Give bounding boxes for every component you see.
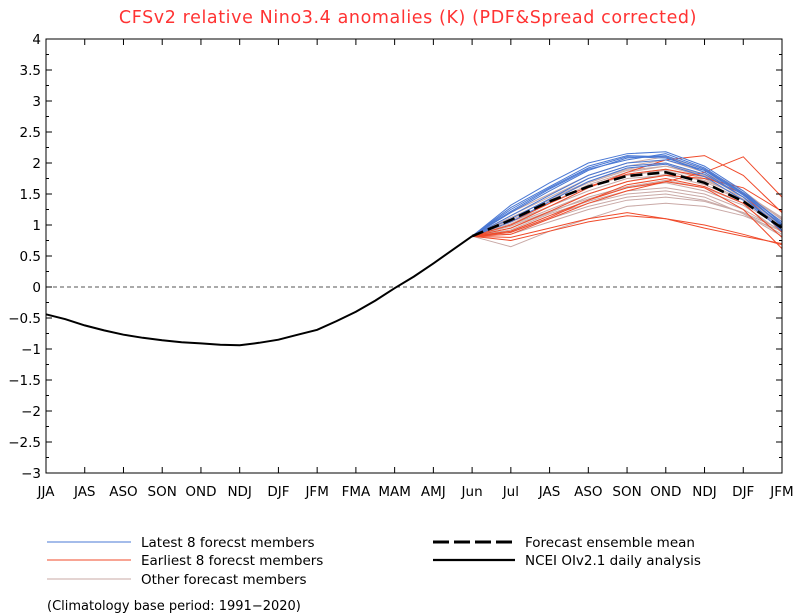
y-tick-label: 2.5 xyxy=(20,125,41,141)
x-tick-label: ASO xyxy=(109,484,137,500)
x-tick-label: JFM xyxy=(304,484,328,500)
y-tick-label: −2 xyxy=(21,404,41,420)
earliest-member-line-7 xyxy=(472,177,783,238)
legend-label-mean: Forecast ensemble mean xyxy=(525,535,695,551)
x-tick-label: OND xyxy=(185,484,216,500)
x-tick-label: DJF xyxy=(267,484,289,500)
y-tick-label: 3.5 xyxy=(20,63,41,79)
legend-label-latest: Latest 8 forecst members xyxy=(141,535,315,551)
latest-member-line-4 xyxy=(471,162,783,237)
y-tick-label: 0.5 xyxy=(20,249,41,265)
y-tick-label: −2.5 xyxy=(8,435,41,451)
legend-label-other: Other forecast members xyxy=(141,572,307,588)
x-tick-label: OND xyxy=(650,484,681,500)
other-member-line-15 xyxy=(472,196,783,237)
y-tick-label: 2 xyxy=(32,156,41,172)
earliest-member-line-4 xyxy=(472,215,783,246)
x-tick-label: NDJ xyxy=(227,484,251,500)
plot-area: 4 3.5 3 2.5 2 1.5 1 0.5 0 −0.5 −1 −1.5 −2 −2.5 −3 JJA JA… xyxy=(8,32,793,500)
analysis-line xyxy=(45,235,473,347)
other-member-line-2 xyxy=(471,202,783,248)
latest-member-line-5 xyxy=(471,153,783,237)
y-tick-label: −1.5 xyxy=(8,373,41,389)
plot-frame xyxy=(45,38,783,474)
earliest-member-line-2 xyxy=(471,155,783,237)
earliest-member-line-1 xyxy=(472,156,783,237)
earliest-member-line-3 xyxy=(472,181,783,249)
y-tick-label: −3 xyxy=(21,466,41,482)
x-tick-label: MAM xyxy=(378,484,411,500)
x-tick-label: JFM xyxy=(769,484,793,500)
x-tick-label: SON xyxy=(612,484,641,500)
x-tick-label: FMA xyxy=(342,484,371,500)
y-tick-label: 0 xyxy=(32,280,41,296)
x-tick-label: Jul xyxy=(502,484,519,500)
latest-member-line-1 xyxy=(471,155,783,237)
x-tick-label: ASO xyxy=(574,484,602,500)
latest-member-line-3 xyxy=(471,151,783,237)
earliest-member-line-6 xyxy=(471,168,783,237)
y-tick-label: 4 xyxy=(32,32,41,48)
y-tick-label: 1 xyxy=(32,218,41,234)
latest-member-line-2 xyxy=(471,159,783,237)
latest-member-line-7 xyxy=(471,156,783,237)
chart-title: CFSv2 relative Nino3.4 anomalies (K) (PD… xyxy=(119,8,697,28)
legend: Latest 8 forecst members Earliest 8 fore… xyxy=(47,535,701,588)
x-tick-label: JJA xyxy=(37,484,56,500)
climatology-footnote: (Climatology base period: 1991−2020) xyxy=(47,599,301,614)
x-tick-label: AMJ xyxy=(421,484,446,500)
x-tick-label: NDJ xyxy=(692,484,716,500)
ensemble-mean-line xyxy=(471,170,783,238)
x-tick-label: Jun xyxy=(461,484,483,500)
legend-label-analysis: NCEI OIv2.1 daily analysis xyxy=(525,553,701,569)
y-tick-label: −1 xyxy=(21,342,41,358)
x-tick-label: JAS xyxy=(73,484,96,500)
y-tick-label: 1.5 xyxy=(20,187,41,203)
y-tick-label: −0.5 xyxy=(8,311,41,327)
legend-label-earliest: Earliest 8 forecst members xyxy=(141,553,323,569)
x-tick-label: SON xyxy=(148,484,177,500)
earliest-member-line-0 xyxy=(472,212,783,245)
y-tick-label: 3 xyxy=(32,94,41,110)
x-tick-label: DJF xyxy=(732,484,754,500)
x-tick-label: JAS xyxy=(538,484,561,500)
